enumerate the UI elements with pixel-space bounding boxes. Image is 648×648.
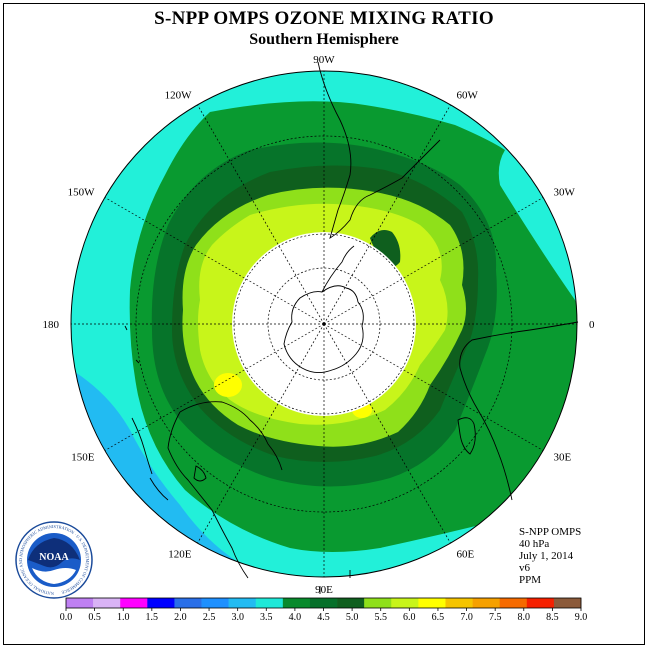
colorbar: 0.0 0.5 1.0 1.5 2.0 2.5 3.0 3.5 4.0 4.5 5.0 5.5 6.0 6… (60, 597, 588, 623)
colorbar-tick-label: 5.5 (374, 612, 387, 623)
longitude-label: 120E (168, 549, 192, 561)
coastline-africa (459, 321, 579, 501)
colorbar-swatch (418, 598, 446, 608)
longitude-label: 90E (315, 584, 333, 596)
longitude-label: 150W (68, 187, 96, 199)
colorbar-tick-label: 1.5 (146, 612, 159, 623)
longitude-label: 0 (589, 319, 595, 331)
colorbar-tick-label: 7.5 (489, 612, 502, 623)
info-level: 40 hPa (519, 538, 550, 550)
colorbar-tick-label: 8.0 (518, 612, 531, 623)
noaa-logo: NOAA NATIONAL OCEANIC AND ATMOSPHERIC AD… (14, 520, 94, 600)
info-units: PPM (519, 574, 542, 586)
colorbar-swatch (120, 598, 148, 608)
coastline-madagascar (457, 417, 476, 455)
colorbar-swatch (526, 598, 555, 608)
ozone-region-yellow-65-a (214, 373, 242, 397)
noaa-emblem: NOAA NATIONAL OCEANIC AND ATMOSPHERIC AD… (15, 521, 93, 599)
colorbar-swatch (391, 598, 419, 608)
noaa-logo-text: NOAA (39, 552, 69, 563)
colorbar-swatch (174, 598, 202, 608)
ozone-field (71, 71, 577, 577)
coastline-australia (167, 401, 283, 579)
longitude-label: 60W (457, 90, 479, 102)
colorbar-swatch (282, 598, 311, 608)
coastline-new-zealand (131, 417, 169, 501)
map-boundary (70, 70, 578, 578)
colorbar-tick-label: 6.5 (432, 612, 445, 623)
longitude-label: 150E (71, 452, 95, 464)
longitude-label: 120W (165, 90, 193, 102)
colorbar-tick-label: 2.5 (203, 612, 216, 623)
coastline-south-america (317, 61, 441, 239)
colorbar-swatch (201, 598, 229, 608)
colorbar-swatch (445, 598, 473, 608)
colorbar-tick-label: 4.5 (317, 612, 330, 623)
coastline-antarctica (283, 285, 364, 373)
graticule (71, 71, 577, 577)
colorbar-tick-label: 2.0 (174, 612, 187, 623)
longitude-label: 30W (554, 187, 576, 199)
colorbar-swatch (472, 598, 500, 608)
colorbar-swatch (364, 598, 392, 608)
colorbar-tick-label: 3.0 (231, 612, 244, 623)
map-title: S-NPP OMPS OZONE MIXING RATIO (154, 8, 494, 29)
info-version: v6 (519, 562, 530, 574)
colorbar-tick-label: 9.0 (575, 612, 588, 623)
colorbar-tick-label: 3.5 (260, 612, 273, 623)
colorbar-tick-label: 0.5 (88, 612, 101, 623)
colorbar-swatch (553, 598, 582, 608)
colorbar-tick-label: 8.5 (546, 612, 559, 623)
longitude-label: 30E (554, 452, 572, 464)
colorbar-tick-label: 5.0 (346, 612, 359, 623)
longitude-label: 180 (43, 319, 60, 331)
colorbar-swatch (309, 598, 338, 608)
colorbar-tick-label: 6.0 (403, 612, 416, 623)
coastline-antarctic-peninsula (321, 245, 355, 293)
info-instrument: S-NPP OMPS (519, 526, 582, 538)
longitude-label: 90W (313, 54, 335, 66)
colorbar-swatch (93, 598, 121, 608)
south-pole-dot (322, 322, 326, 326)
coastline-small-islands (124, 325, 351, 594)
info-date: July 1, 2014 (519, 550, 574, 562)
longitude-label: 60E (457, 549, 475, 561)
coastlines (124, 61, 579, 594)
ozone-hole-green-5 (370, 230, 401, 267)
map-subtitle: Southern Hemisphere (249, 31, 399, 48)
colorbar-swatch (337, 598, 365, 608)
colorbar-swatch (147, 598, 175, 608)
colorbar-swatch (255, 598, 284, 608)
colorbar-swatch (499, 598, 528, 608)
plot-frame (3, 3, 645, 645)
coastline-tasmania (193, 465, 207, 482)
longitude-labels: 0 30E 60E 90E 120E 150E 180 150W 120W 90W 60W 30W (43, 54, 596, 596)
colorbar-tick-label: 1.0 (117, 612, 130, 623)
colorbar-tick-label: 7.0 (460, 612, 473, 623)
colorbar-swatch (66, 598, 94, 608)
colorbar-swatch (228, 598, 257, 608)
colorbar-tick-label: 4.0 (289, 612, 302, 623)
colorbar-tick-label: 0.0 (60, 612, 73, 623)
